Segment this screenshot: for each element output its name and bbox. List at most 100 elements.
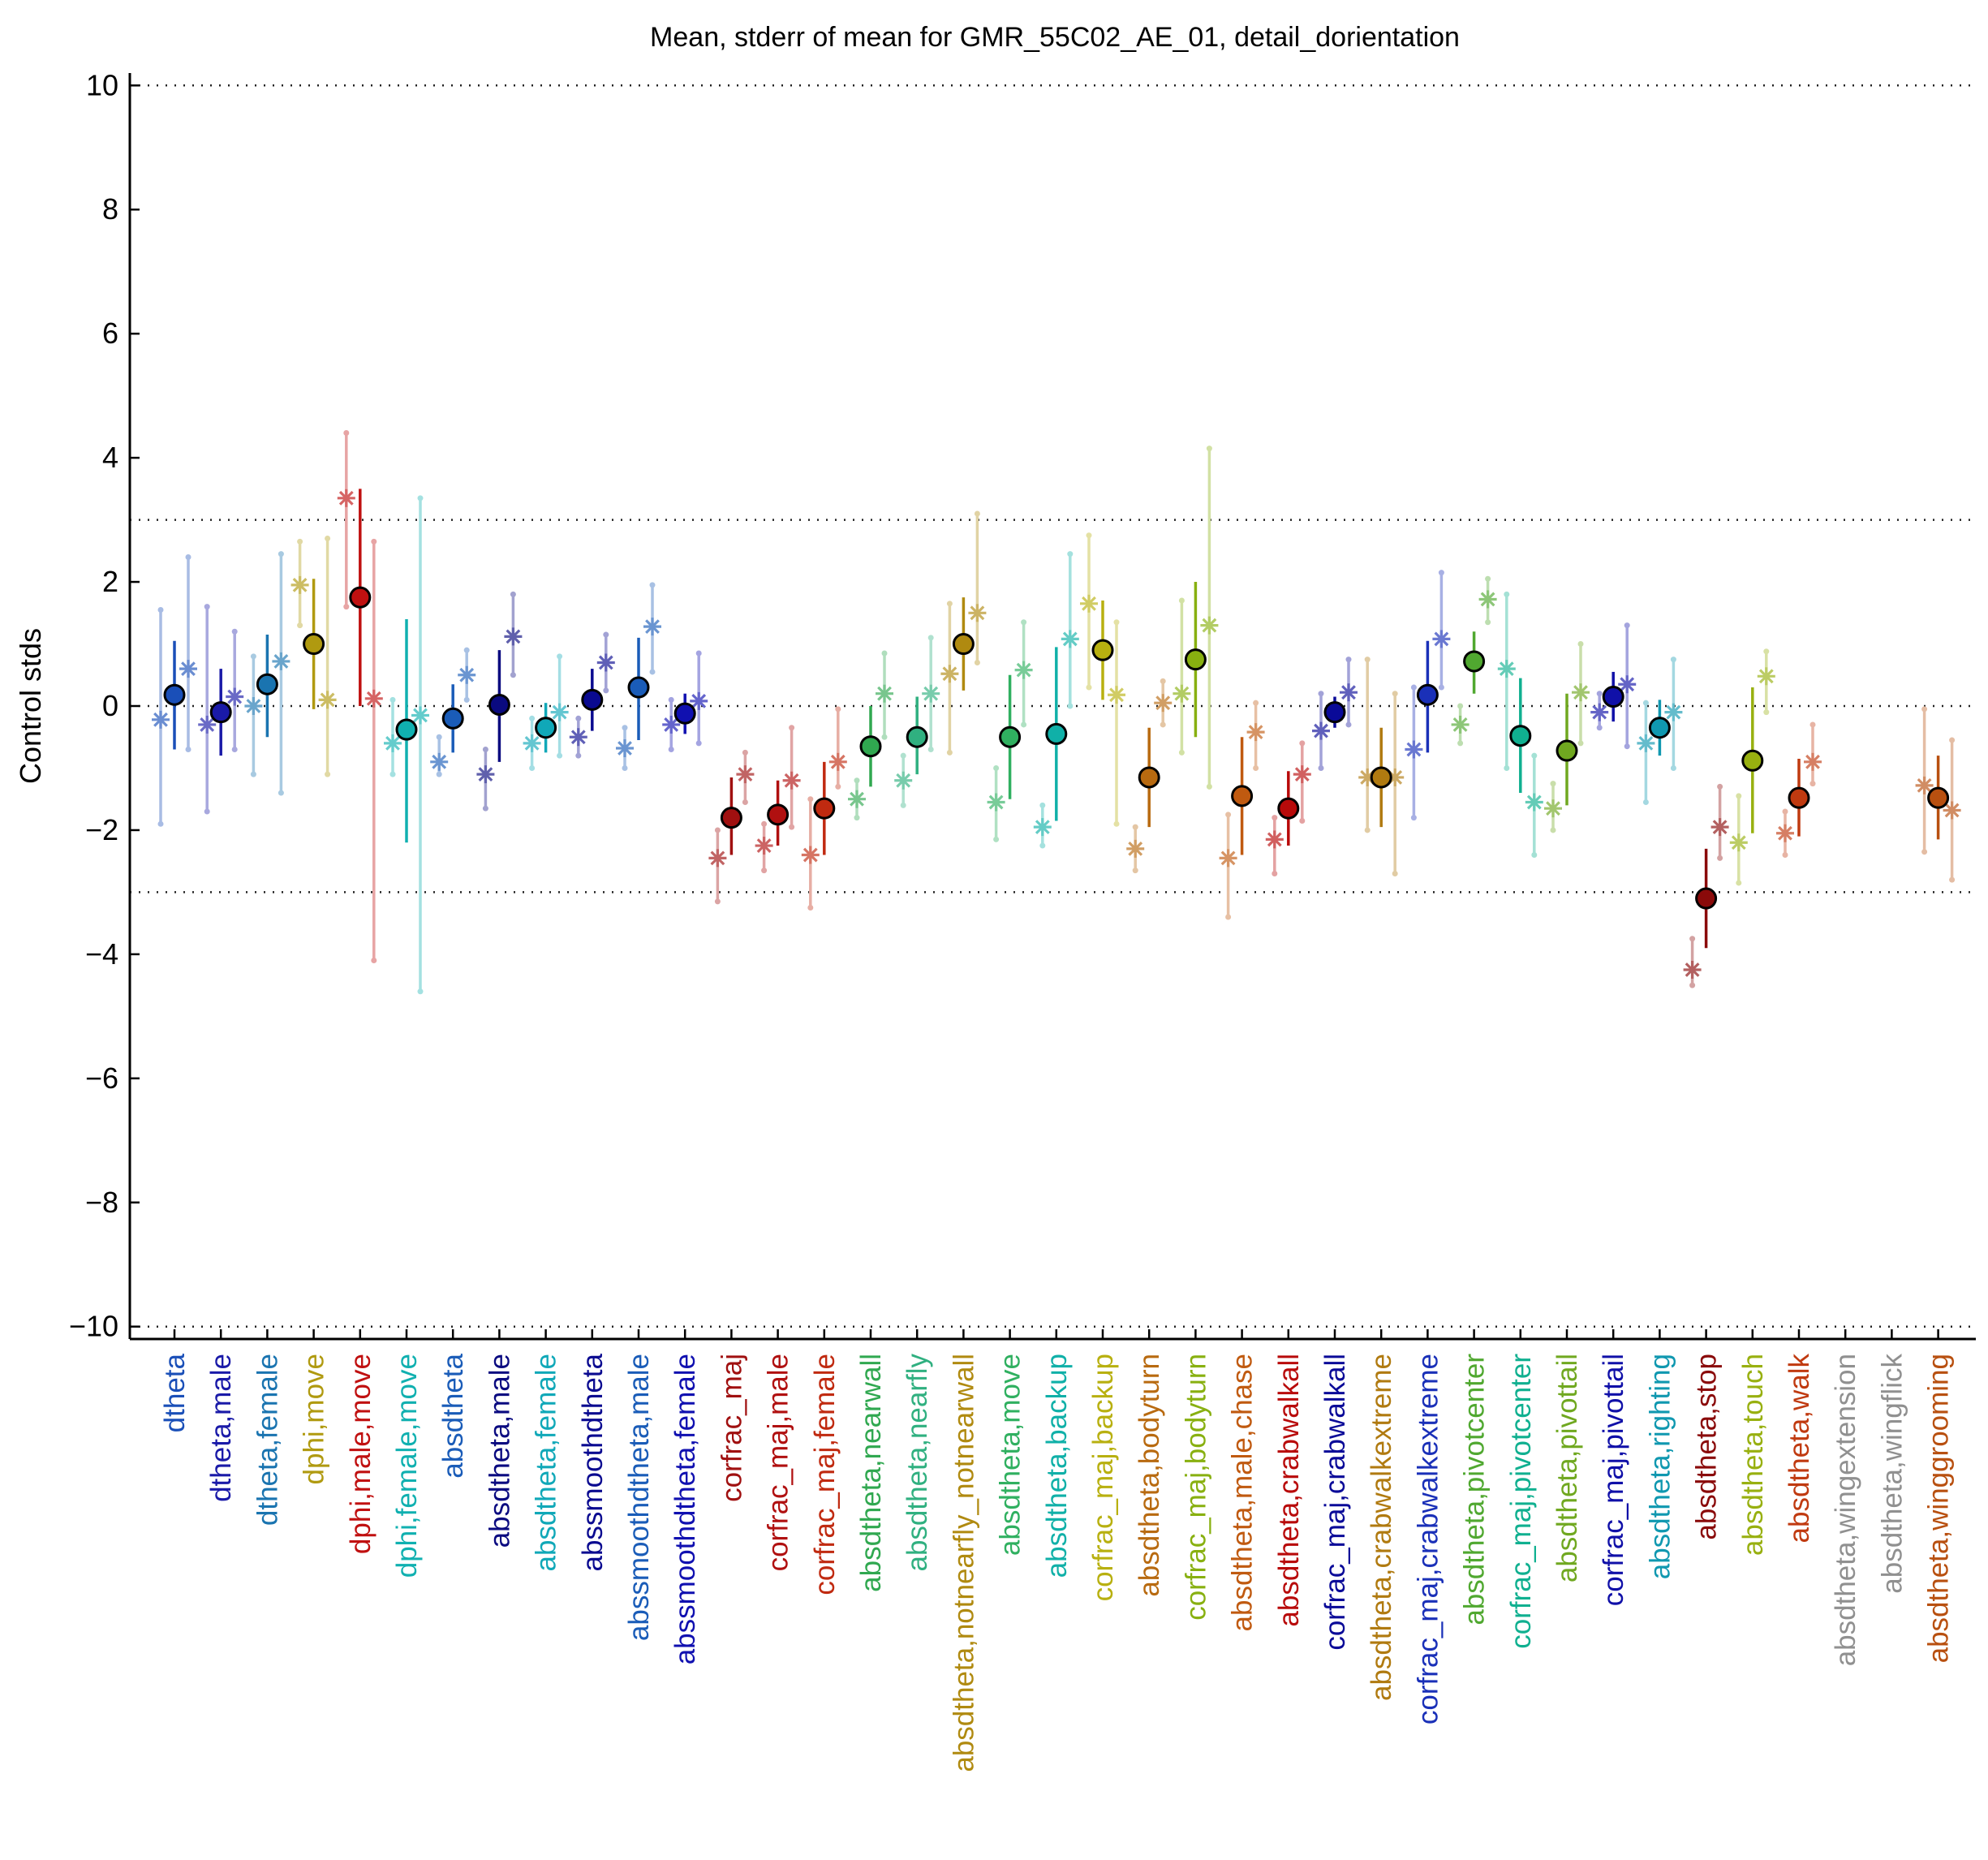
star-marker [1804,752,1822,771]
star-marker [411,706,429,725]
mean-point [859,735,882,758]
category-marks [1637,657,1683,806]
subgroup-errorbar-end [1782,852,1788,859]
star-stroke [1620,677,1635,692]
x-tick-label: absdtheta,nearfly [901,1354,933,1572]
subgroup-errorbar-end [1206,446,1212,452]
mean-point [488,693,510,716]
subgroup-errorbar-end [761,868,768,874]
subgroup-errorbar-end [157,606,164,613]
subgroup-errorbar-end [742,799,748,806]
star-stroke [273,654,289,669]
mean-point [1323,701,1346,724]
subgroup-errorbar-end [575,715,582,721]
subgroup-errorbar-end [622,764,628,771]
subgroup-errorbar-end [297,622,303,629]
subgroup-errorbar-end [742,749,748,756]
x-tick-label: absdtheta,bodyturn [1134,1354,1165,1597]
star-stroke [1016,662,1031,678]
star-stroke [153,712,168,727]
star-marker [1200,616,1219,635]
star-marker [1757,667,1775,686]
x-tick-label: corfrac_maj,crabwalkall [1319,1354,1351,1651]
subgroup-errorbar-end [1642,799,1649,806]
subgroup-errorbar-end [603,631,609,638]
star-stroke [923,686,939,701]
star-stroke [413,708,428,723]
subgroup-errorbar-end [974,659,980,665]
subgroup-errorbar-end [389,696,396,703]
star-stroke [1731,835,1746,850]
x-tick-label: corfrac_maj,crabwalkextreme [1412,1354,1444,1724]
star-marker [430,752,449,771]
star-stroke [1062,631,1078,647]
subgroup-errorbar-end [250,653,256,660]
subgroup-errorbar-end [993,764,1000,771]
star-stroke [1917,777,1932,793]
mean-point [673,702,696,725]
star-marker [690,691,708,710]
subgroup-errorbar-end [1253,700,1259,706]
subgroup-errorbar-end [1763,648,1770,655]
subgroup-errorbar-end [1763,709,1770,716]
subgroup-errorbar-end [835,783,841,790]
star-marker [569,728,587,747]
x-tick-label: absdtheta,backup [1041,1354,1073,1578]
star-marker [1293,765,1311,784]
mean-point [1648,717,1671,739]
subgroup-errorbar-end [1670,764,1676,771]
star-marker [1943,801,1961,820]
subgroup-errorbar-end [1160,678,1166,684]
subgroup-errorbar-end [622,725,628,731]
x-tick-label: dphi,male,move [345,1354,377,1554]
y-tick-label: 0 [102,689,118,722]
subgroup-errorbar-end [371,958,377,964]
subgroup-errorbar-end [1642,700,1649,706]
star-stroke [1666,704,1681,720]
category-marks [1776,721,1822,859]
category-marks [244,551,290,796]
x-tick-label: corfrac_maj,male [763,1354,794,1571]
star-marker [876,684,893,703]
subgroup-errorbar-end [603,687,609,694]
mean-point [303,633,325,656]
star-stroke [850,791,864,807]
y-tick-label: 4 [102,441,118,474]
x-tick-label: corfrac_maj,pivotcenter [1505,1354,1537,1649]
subgroup-errorbar-end [1577,641,1584,648]
subgroup-errorbar-end [1949,737,1956,743]
category-marks [848,650,893,821]
category-marks [1358,657,1405,876]
category-marks [198,604,244,815]
x-tick-label: absdtheta,righting [1644,1354,1676,1579]
category-marks [1683,783,1729,988]
star-marker [290,575,309,594]
subgroup-errorbar-end [695,650,702,657]
star-stroke [1202,618,1217,633]
category-marks [1219,700,1265,920]
mean-point [1277,797,1300,820]
star-marker [384,734,402,752]
star-marker [1173,684,1191,703]
star-marker [272,652,290,670]
subgroup-errorbar-end [1457,703,1464,709]
y-tick-label: −4 [85,937,118,971]
star-marker [1683,961,1702,979]
subgroup-errorbar-end [1039,842,1046,849]
x-tick-label: absdtheta,move [995,1354,1026,1556]
subgroup-errorbar-end [1392,870,1398,876]
subgroup-errorbar-end [854,815,860,821]
star-marker [1265,830,1284,849]
subgroup-errorbar-end [204,604,210,610]
subgroup-errorbar-end [807,905,814,911]
subgroup-errorbar-end [695,740,702,747]
subgroup-errorbar-end [1086,532,1092,539]
mean-point [1463,650,1486,673]
star-stroke [570,730,586,745]
star-stroke [784,773,799,788]
x-tick-label: dphi,female,move [391,1354,423,1578]
category-marks [384,495,429,995]
star-stroke [1480,592,1495,607]
x-tick-label: absdtheta,wingextension [1830,1354,1861,1666]
subgroup-errorbar-end [881,650,888,657]
